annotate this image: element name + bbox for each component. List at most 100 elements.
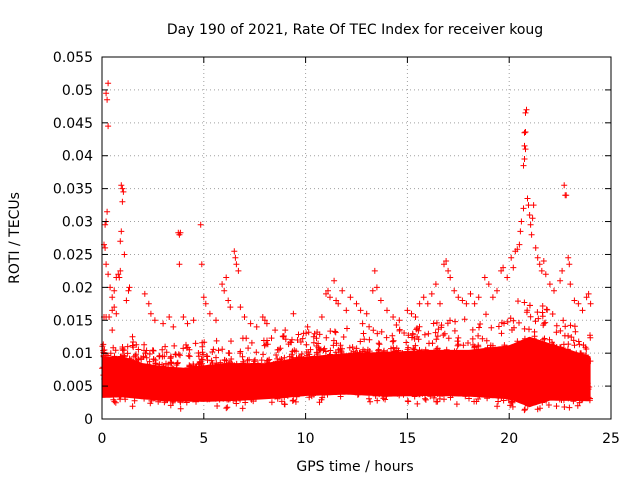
data-point	[524, 195, 531, 202]
data-point	[447, 274, 454, 281]
band-point	[489, 342, 496, 349]
band-point	[198, 363, 205, 370]
band-point	[427, 370, 434, 377]
band-point	[418, 348, 425, 355]
data-point	[227, 304, 234, 311]
band-point	[210, 346, 217, 353]
band-point	[209, 364, 216, 371]
outlier-points	[101, 80, 594, 343]
band-point	[475, 396, 482, 402]
band-point	[482, 377, 489, 384]
band-point	[246, 377, 253, 384]
band-point	[141, 341, 148, 348]
data-point	[529, 215, 536, 222]
band-point	[468, 374, 475, 381]
band-point	[577, 370, 584, 377]
band-point	[414, 400, 421, 407]
band-point	[448, 386, 455, 392]
band-point	[413, 376, 420, 383]
data-point	[223, 274, 230, 281]
data-point	[117, 238, 124, 245]
band-point	[158, 370, 165, 377]
band-point	[567, 322, 574, 329]
data-point	[369, 287, 376, 294]
band-point	[541, 335, 548, 342]
data-point	[180, 314, 187, 320]
band-point	[335, 364, 342, 371]
band-point	[444, 320, 451, 327]
band-point	[143, 347, 150, 354]
band-point	[178, 383, 185, 390]
band-point	[101, 391, 108, 398]
data-point	[557, 277, 564, 284]
band-point	[100, 372, 107, 379]
data-point	[282, 327, 289, 334]
data-point	[310, 333, 317, 340]
band-point	[383, 355, 389, 361]
band-point	[110, 374, 117, 380]
band-point	[470, 389, 477, 396]
band-point	[114, 384, 121, 391]
band-point	[209, 376, 216, 383]
data-point	[105, 123, 112, 130]
band-point	[346, 344, 353, 351]
band-point	[244, 382, 251, 389]
band-point	[195, 361, 202, 368]
data-point	[481, 274, 488, 281]
data-point	[522, 109, 529, 116]
band-point	[137, 390, 144, 397]
data-point	[459, 297, 466, 304]
y-tick-label: 0.005	[53, 379, 93, 395]
band-point	[374, 397, 381, 404]
band-point	[554, 378, 561, 385]
data-point	[363, 310, 370, 317]
band-point	[409, 331, 416, 338]
band-point	[187, 374, 194, 381]
band-point	[445, 349, 452, 356]
band-point	[546, 343, 553, 350]
band-point	[476, 392, 483, 399]
band-point	[314, 371, 321, 378]
data-point	[441, 261, 447, 268]
data-point	[428, 290, 435, 297]
band-point	[173, 371, 180, 378]
band-point	[203, 367, 210, 374]
band-point	[180, 345, 187, 352]
data-point	[542, 271, 549, 278]
band-point	[522, 364, 529, 371]
band-point	[562, 323, 569, 330]
band-point	[339, 372, 346, 379]
band-point	[570, 373, 577, 380]
band-point	[433, 351, 440, 358]
data-point	[111, 304, 118, 311]
band-point	[366, 336, 373, 343]
band-point	[285, 341, 292, 348]
band-point	[563, 353, 570, 359]
data-point	[117, 267, 124, 274]
band-point	[560, 341, 567, 348]
band-point	[582, 344, 589, 351]
data-point	[510, 264, 517, 271]
band-point	[537, 380, 544, 387]
y-tick-label: 0.045	[53, 116, 93, 132]
band-point	[173, 394, 180, 401]
band-point	[352, 349, 359, 356]
data-point	[377, 297, 384, 304]
band-point	[286, 353, 293, 360]
band-point	[550, 342, 557, 349]
band-point	[523, 309, 530, 316]
band-point	[213, 337, 220, 344]
data-point	[102, 244, 109, 251]
band-point	[565, 363, 572, 370]
data-point	[373, 284, 380, 291]
band-point	[104, 390, 111, 397]
band-point	[207, 369, 214, 376]
band-point	[294, 375, 301, 382]
band-point	[119, 353, 126, 360]
band-point	[410, 385, 417, 392]
band-point	[400, 353, 407, 360]
data-point	[120, 188, 127, 195]
band-point	[449, 364, 456, 371]
band-point	[501, 383, 508, 390]
band-point	[531, 333, 538, 340]
